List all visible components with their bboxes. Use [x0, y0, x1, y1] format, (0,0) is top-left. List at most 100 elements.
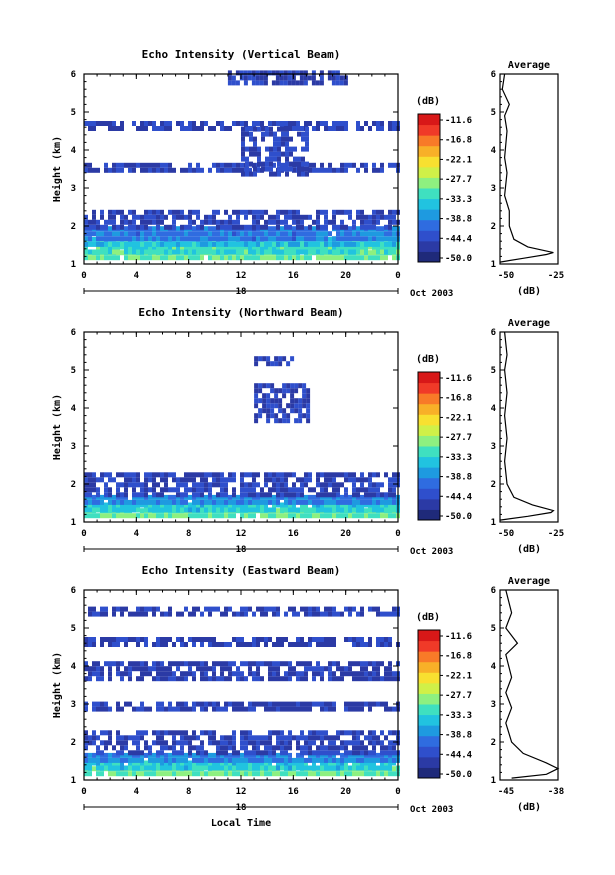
heatmap-cell: [360, 502, 364, 508]
heatmap-cell: [120, 126, 124, 131]
heatmap-cell: [308, 706, 312, 712]
colorbar-frame: [417, 371, 441, 521]
heatmap-cell: [344, 745, 348, 751]
heatmap-cell: [305, 136, 309, 142]
heatmap-cell: [332, 482, 336, 488]
heatmap-cell: [236, 752, 240, 758]
heatmap-cell: [276, 740, 280, 746]
heatmap-cell: [308, 477, 312, 483]
heatmap-cell: [340, 730, 344, 736]
heatmap-cell: [164, 676, 168, 682]
heatmap-cell: [264, 492, 268, 498]
heatmap-cell: [360, 224, 364, 230]
heatmap-cell: [304, 226, 308, 232]
heatmap-cell: [132, 219, 136, 225]
heatmap-cell: [284, 706, 288, 712]
colorbar-segment: [418, 640, 440, 652]
heatmap-cell: [216, 255, 220, 261]
heatmap-cell: [352, 661, 356, 667]
heatmap-cell: [308, 499, 312, 505]
heatmap-cell: [236, 676, 240, 682]
heatmap-cell: [336, 241, 340, 247]
heatmap-cell: [308, 236, 312, 242]
colorbar-segment: [418, 393, 440, 405]
heatmap-cell: [348, 255, 352, 261]
heatmap-cell: [220, 121, 224, 126]
heatmap-cell: [236, 611, 240, 617]
colorbar-segment: [418, 177, 440, 189]
heatmap-cell: [156, 701, 160, 707]
heatmap-cell: [376, 226, 380, 232]
heatmap-cell: [236, 760, 240, 766]
chart-title: Echo Intensity (Eastward Beam): [142, 564, 341, 577]
heatmap-cell: [116, 757, 120, 763]
heatmap-cell: [264, 494, 268, 500]
heatmap-cell: [384, 706, 388, 712]
heatmap-cell: [304, 472, 308, 478]
heatmap-cell: [288, 126, 292, 131]
heatmap-cell: [240, 701, 244, 707]
heatmap-cell: [208, 771, 212, 777]
heatmap-cell: [120, 740, 124, 746]
heatmap-cell: [332, 224, 336, 230]
heatmap-cell: [368, 244, 372, 250]
heatmap-cell: [116, 502, 120, 508]
heatmap-cell: [248, 740, 252, 746]
heatmap-cell: [348, 666, 352, 672]
heatmap-cell: [132, 760, 136, 766]
heatmap-cell: [311, 80, 316, 86]
heatmap-cell: [124, 757, 128, 763]
heatmap-cell: [96, 757, 100, 763]
heatmap-cell: [180, 499, 184, 505]
heatmap-cell: [301, 171, 305, 177]
heatmap-cell: [228, 126, 232, 131]
heatmap-cell: [288, 706, 292, 712]
heatmap-cell: [200, 126, 204, 131]
heatmap-cell: [100, 224, 104, 230]
heatmap-cell: [312, 162, 316, 168]
heatmap-cell: [324, 477, 328, 483]
heatmap-cell: [152, 765, 156, 771]
heatmap-cell: [372, 492, 376, 498]
heatmap-cell: [300, 219, 304, 225]
heatmap-cell: [192, 236, 196, 242]
heatmap-cell: [352, 219, 356, 225]
heatmap-cell: [176, 740, 180, 746]
heatmap-cell: [200, 513, 204, 519]
heatmap-cell: [289, 146, 293, 152]
heatmap-cell: [236, 671, 240, 677]
heatmap-cell: [240, 765, 244, 771]
heatmap-cell: [172, 745, 176, 751]
heatmap-cell: [340, 752, 344, 758]
heatmap-cell: [252, 482, 256, 488]
heatmap-cell: [254, 413, 259, 419]
heatmap-cell: [220, 513, 224, 519]
heatmap-cell: [376, 666, 380, 672]
heatmap-cell: [316, 606, 320, 612]
y-tick-label: 4: [71, 404, 77, 414]
heatmap-cell: [208, 219, 212, 225]
heatmap-cell: [300, 735, 304, 741]
heatmap-cell: [300, 661, 304, 667]
heatmap-cell: [376, 507, 380, 513]
heatmap-cell: [248, 126, 252, 131]
heatmap-cell: [160, 750, 164, 756]
heatmap-cell: [280, 244, 284, 250]
heatmap-cell: [376, 244, 380, 250]
heatmap-cell: [196, 241, 200, 247]
heatmap-cell: [380, 745, 384, 751]
heatmap-cell: [360, 249, 364, 255]
heatmap-cell: [224, 494, 228, 500]
heatmap-cell: [132, 706, 136, 712]
heatmap-cell: [172, 241, 176, 247]
profile-y-tick-label: 1: [491, 260, 496, 270]
heatmap-cell: [140, 494, 144, 500]
heatmap-cell: [92, 611, 96, 617]
heatmap-cell: [252, 255, 256, 261]
heatmap-cell: [352, 760, 356, 766]
heatmap-cell: [144, 507, 148, 513]
colorbar-tick-label: -38.8: [445, 731, 472, 741]
y-tick-label: 1: [71, 518, 76, 528]
heatmap-cell: [257, 151, 261, 157]
heatmap-cell: [136, 477, 140, 483]
